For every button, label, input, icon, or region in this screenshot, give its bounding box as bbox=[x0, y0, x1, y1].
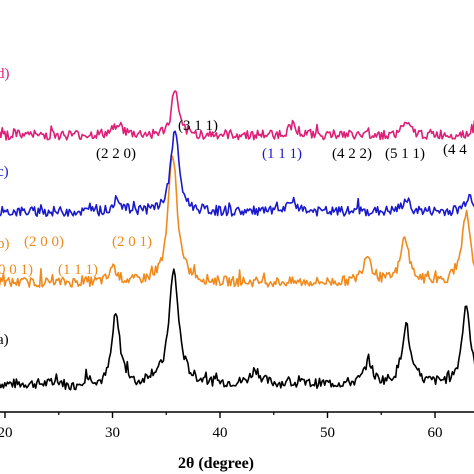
annotation-001: 0 0 1) bbox=[0, 262, 33, 278]
annotation-200: (2 0 0) bbox=[24, 234, 64, 250]
trace-line-d bbox=[0, 90, 474, 141]
x-tick-label: 40 bbox=[213, 425, 228, 441]
trace-label-b: b) bbox=[0, 236, 10, 252]
trace-label-a: a) bbox=[0, 332, 9, 348]
annotation-311: (3 1 1) bbox=[178, 118, 218, 134]
annotation-111-c: (1 1 1) bbox=[262, 146, 302, 162]
traces-group bbox=[0, 90, 474, 391]
annotation-201: (2 0 1) bbox=[112, 234, 152, 250]
annotation-511: (5 1 1) bbox=[385, 146, 425, 162]
trace-line-a bbox=[0, 268, 474, 391]
annotation-111-b: (1 1 1) bbox=[58, 262, 98, 278]
trace-label-d: d) bbox=[0, 66, 10, 82]
x-axis-title: 2θ (degree) bbox=[178, 455, 254, 472]
x-tick-label: 20 bbox=[0, 425, 13, 441]
x-ticks-group: 20 30 40 50 60 bbox=[0, 412, 443, 441]
trace-label-c: c) bbox=[0, 164, 9, 180]
x-tick-label: 50 bbox=[320, 425, 335, 441]
annotation-220: (2 2 0) bbox=[96, 146, 136, 162]
x-tick-label: 30 bbox=[105, 425, 120, 441]
trace-line-b bbox=[0, 155, 474, 288]
annotation-44x: (4 4 bbox=[443, 142, 467, 158]
annotation-422: (4 2 2) bbox=[332, 146, 372, 162]
x-tick-label: 60 bbox=[428, 425, 443, 441]
trace-line-c bbox=[0, 130, 474, 217]
